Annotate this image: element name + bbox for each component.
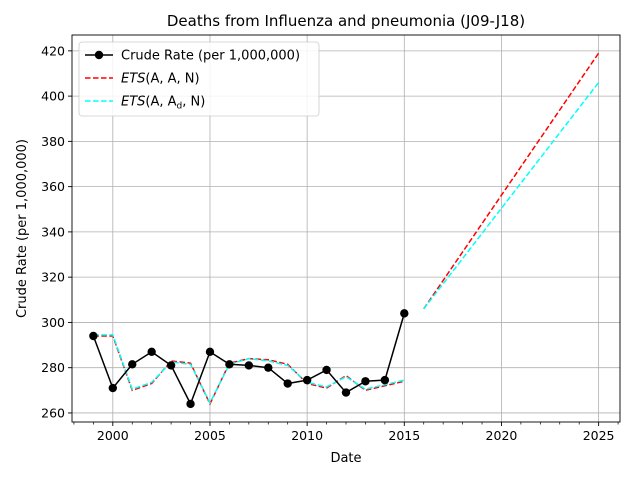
x-axis-label: Date — [330, 451, 361, 466]
y-axis-label: Crude Rate (per 1,000,000) — [15, 139, 30, 318]
data-point — [322, 365, 331, 375]
y-tick-label: 400 — [41, 89, 65, 104]
data-point — [186, 399, 195, 409]
y-tick-label: 320 — [41, 270, 65, 285]
legend-box — [78, 41, 320, 117]
y-tick-label: 380 — [41, 134, 65, 149]
x-tick-label: 2005 — [194, 428, 226, 443]
data-point — [302, 375, 312, 385]
grid-lines — [72, 35, 620, 422]
data-point — [147, 347, 156, 357]
data-point — [244, 361, 254, 370]
legend: Crude Rate (per 1,000,000) ETS(A, A, N) ET… — [78, 41, 320, 117]
y-tick-label: 360 — [41, 179, 65, 194]
data-point — [205, 347, 215, 357]
legend-label-0: Crude Rate (per 1,000,000) — [121, 49, 300, 64]
data-point — [341, 388, 351, 397]
data-point — [283, 379, 292, 388]
data-point — [400, 309, 409, 318]
axis-ticks: 2000 2005 2010 2015 2020 2025 260 280 300 320 340 3… — [41, 43, 619, 443]
legend-marker-0 — [94, 50, 104, 60]
series-1-fitted-line — [93, 335, 405, 406]
series-2-forecast-line — [423, 82, 600, 310]
x-tick-label: 2020 — [486, 428, 518, 443]
data-point — [89, 331, 98, 341]
legend-label-1: ETS(A, A, N) — [121, 72, 200, 87]
data-point — [225, 360, 234, 369]
legend-label-2: ETS(A, Ad, N) — [121, 95, 205, 112]
y-tick-label: 340 — [41, 224, 65, 239]
data-point — [108, 383, 118, 393]
x-tick-label: 2015 — [388, 428, 420, 443]
chart-title: Deaths from Influenza and pneumonia (J09… — [167, 12, 525, 30]
x-tick-label: 2010 — [291, 428, 323, 443]
data-point — [361, 377, 370, 386]
data-point — [380, 375, 390, 385]
x-tick-label: 2000 — [97, 428, 129, 443]
y-tick-label: 420 — [41, 43, 65, 58]
y-tick-label: 260 — [41, 405, 65, 420]
y-tick-label: 280 — [41, 360, 65, 375]
data-point — [166, 361, 176, 370]
data-point — [128, 360, 137, 369]
series-2-fitted-line — [93, 334, 405, 405]
data-point — [264, 363, 273, 372]
x-tick-label: 2025 — [583, 428, 615, 443]
series-1-forecast-line — [423, 52, 600, 310]
series-layer — [89, 52, 600, 409]
y-tick-label: 300 — [41, 315, 65, 330]
